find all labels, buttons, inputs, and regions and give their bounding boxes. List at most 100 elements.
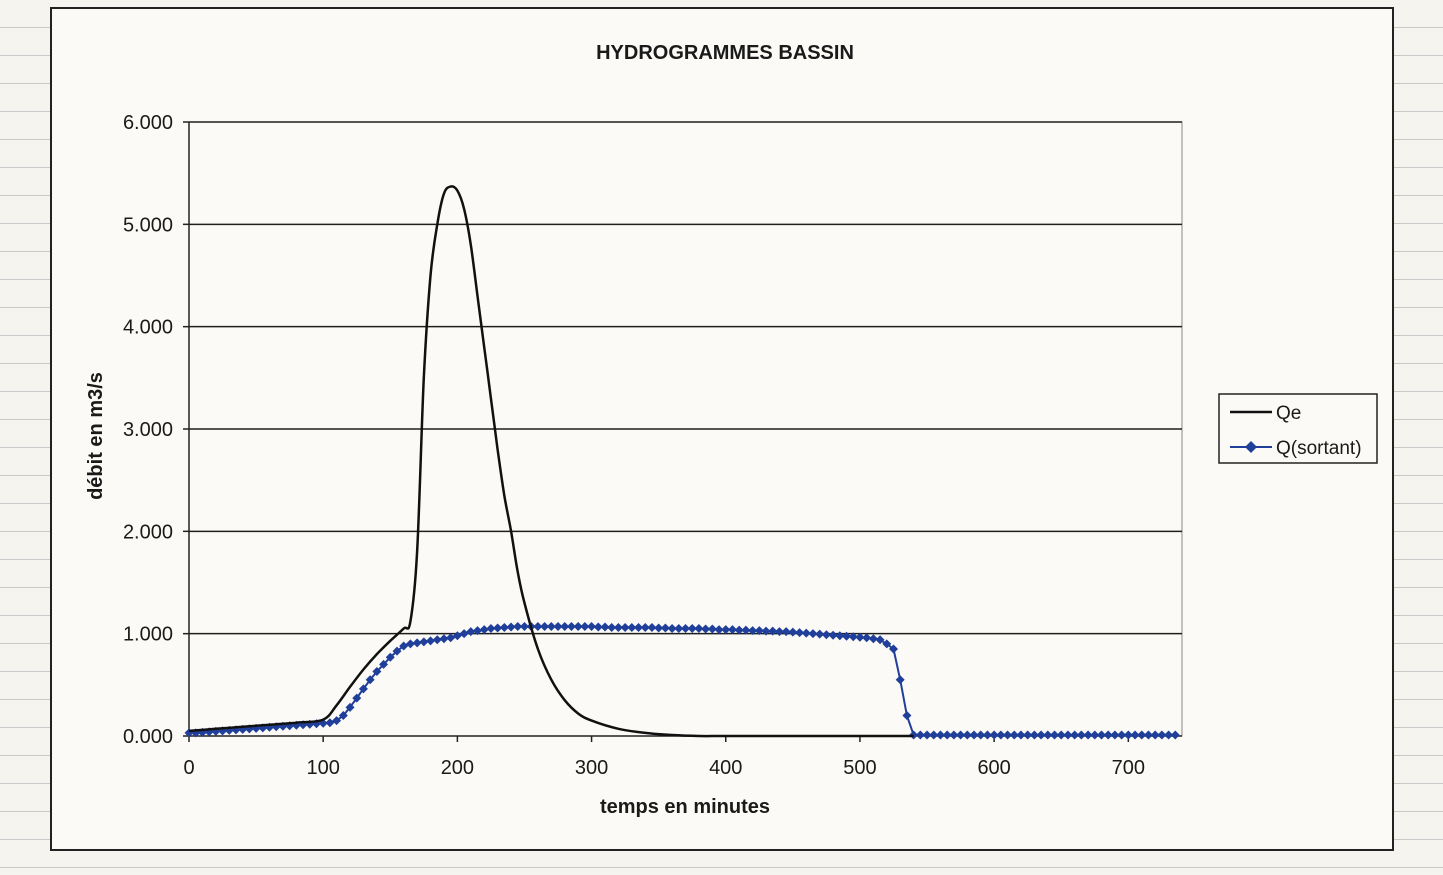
y-tick-label: 6.000 [123, 112, 173, 134]
data-point-q-sortant [687, 624, 697, 634]
data-point-q-sortant [1123, 730, 1133, 740]
data-point-q-sortant [875, 635, 885, 645]
data-point-q-sortant [392, 646, 402, 656]
data-point-q-sortant [815, 629, 825, 639]
data-point-q-sortant [473, 626, 483, 636]
data-point-q-sortant [915, 730, 925, 740]
data-point-q-sortant [432, 635, 442, 645]
data-point-q-sortant [761, 626, 771, 636]
data-point-q-sortant [365, 675, 375, 685]
data-point-q-sortant [882, 639, 892, 649]
data-point-q-sortant [895, 675, 905, 685]
x-tick-label: 300 [575, 757, 608, 779]
data-point-q-sortant [613, 623, 623, 633]
data-point-q-sortant [681, 624, 690, 634]
data-point-q-sortant [821, 630, 831, 640]
x-tick-label: 400 [709, 757, 742, 779]
data-point-q-sortant [1009, 730, 1019, 740]
data-point-q-sortant [781, 627, 791, 637]
y-tick-label: 3.000 [123, 419, 173, 441]
data-point-q-sortant [513, 622, 523, 632]
data-point-q-sortant [1056, 730, 1066, 740]
data-point-q-sortant [1157, 730, 1167, 740]
y-tick-label: 2.000 [123, 521, 173, 543]
x-tick-label: 0 [183, 757, 194, 779]
data-point-q-sortant [446, 633, 456, 643]
data-point-q-sortant [1050, 730, 1060, 740]
x-axis-title: temps en minutes [600, 796, 770, 818]
data-point-q-sortant [372, 667, 382, 677]
data-point-q-sortant [533, 622, 543, 632]
data-point-q-sortant [426, 636, 436, 646]
data-point-q-sortant [1096, 730, 1106, 740]
data-point-q-sortant [962, 730, 972, 740]
data-point-q-sortant [754, 626, 764, 636]
data-point-q-sortant [358, 684, 368, 694]
chart-area[interactable]: HYDROGRAMMES BASSIN 0.000 1.000 2.000 3.000… [50, 7, 1394, 851]
data-point-q-sortant [989, 730, 999, 740]
data-point-q-sortant [982, 730, 992, 740]
data-point-q-sortant [1137, 730, 1147, 740]
data-point-q-sortant [573, 622, 583, 632]
data-point-q-sortant [439, 634, 449, 644]
data-point-q-sortant [419, 637, 429, 647]
data-point-q-sortant [600, 622, 610, 632]
data-point-q-sortant [587, 622, 597, 632]
data-point-q-sortant [332, 716, 342, 726]
data-point-q-sortant [741, 625, 751, 635]
data-point-q-sortant [546, 622, 556, 632]
data-point-q-sortant [848, 632, 858, 642]
data-point-q-sortant [707, 624, 717, 634]
data-point-q-sortant [607, 623, 617, 633]
data-point-q-sortant [942, 730, 952, 740]
x-tick-label: 600 [977, 757, 1010, 779]
legend-marker-qsortant [1245, 441, 1257, 453]
data-point-q-sortant [640, 623, 650, 633]
data-point-q-sortant [828, 630, 838, 640]
data-point-q-sortant [768, 626, 778, 636]
data-point-q-sortant [868, 634, 878, 644]
data-point-q-sortant [788, 627, 798, 637]
x-tick-label: 500 [843, 757, 876, 779]
data-point-q-sortant [452, 631, 462, 641]
data-point-q-sortant [519, 622, 529, 632]
data-point-q-sortant [466, 627, 476, 637]
data-point-q-sortant [1063, 730, 1073, 740]
data-point-q-sortant [486, 624, 496, 634]
data-point-q-sortant [996, 730, 1006, 740]
data-point-q-sortant [808, 629, 818, 639]
data-point-q-sortant [714, 625, 724, 635]
y-tick-label: 0.000 [123, 726, 173, 748]
data-point-q-sortant [855, 632, 865, 642]
data-point-q-sortant [795, 628, 805, 638]
data-point-q-sortant [801, 628, 811, 638]
data-point-q-sortant [1036, 730, 1046, 740]
data-point-q-sortant [405, 639, 415, 649]
data-point-q-sortant [654, 623, 664, 633]
data-point-q-sortant [325, 718, 335, 728]
data-point-q-sortant [835, 631, 845, 641]
data-point-q-sortant [1043, 730, 1053, 740]
data-point-q-sortant [345, 702, 355, 712]
x-tick-label: 700 [1112, 757, 1145, 779]
data-point-q-sortant [1117, 730, 1127, 740]
data-point-q-sortant [459, 629, 469, 639]
data-point-q-sortant [566, 622, 576, 632]
x-tick-label: 100 [307, 757, 340, 779]
data-point-q-sortant [922, 730, 932, 740]
data-point-q-sortant [976, 730, 986, 740]
data-point-q-sortant [1016, 730, 1026, 740]
data-point-q-sortant [634, 623, 644, 633]
data-point-q-sortant [580, 622, 590, 632]
data-point-q-sortant [540, 622, 550, 632]
data-point-q-sortant [1083, 730, 1093, 740]
data-point-q-sortant [949, 730, 959, 740]
legend: Qe Q(sortant) [1218, 393, 1378, 464]
data-point-q-sortant [1130, 730, 1140, 740]
data-point-q-sortant [1103, 730, 1113, 740]
data-point-q-sortant [560, 622, 570, 632]
data-point-q-sortant [553, 622, 563, 632]
data-point-q-sortant [647, 623, 657, 633]
data-point-q-sortant [385, 652, 395, 662]
data-point-q-sortant [620, 623, 630, 633]
